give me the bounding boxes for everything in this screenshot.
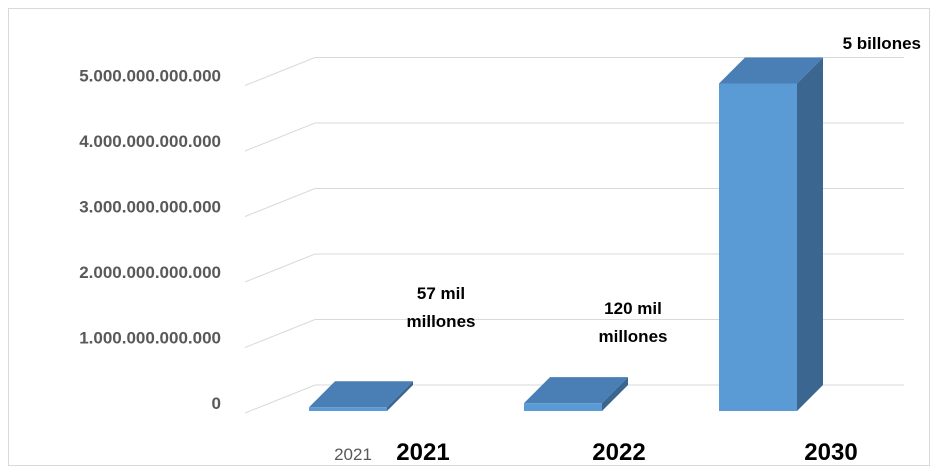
bar-front (309, 407, 387, 411)
data-label: millones (599, 327, 668, 346)
gridline (244, 188, 904, 217)
data-label: 57 mil (417, 284, 465, 303)
data-label: 5 billones (843, 34, 921, 53)
data-label: 120 mil (604, 299, 662, 318)
bars (309, 57, 823, 411)
bar-top (719, 57, 823, 84)
bar-2021 (309, 381, 413, 411)
bar-side (602, 377, 628, 411)
gridline (244, 57, 904, 86)
gridline (244, 253, 904, 283)
bar-side (797, 57, 823, 411)
y-tick-label: 1.000.000.000.000 (79, 329, 221, 348)
x-category-label: 2030 (804, 439, 857, 466)
bar-2030 (719, 57, 823, 411)
data-label: millones (407, 312, 476, 331)
bar-front (719, 83, 797, 411)
y-tick-label: 2.000.000.000.000 (79, 263, 221, 282)
y-tick-label: 3.000.000.000.000 (79, 198, 221, 217)
gridline (244, 319, 904, 348)
bar-front (524, 403, 602, 411)
x-category-label: 2021 (396, 439, 449, 466)
x-category-label: 2022 (592, 439, 645, 466)
gridlines (244, 57, 904, 414)
data-labels: 57 mil millones 120 mil millones 5 billones (407, 34, 921, 346)
bar-2022 (524, 377, 628, 411)
x-axis-category-labels: 2021 2022 2030 2021 (334, 439, 858, 466)
chart-svg: 0 1.000.000.000.000 2.000.000.000.000 3.000… (79, 34, 921, 466)
gridline (244, 384, 904, 414)
bar-top (309, 381, 413, 408)
y-axis-tick-labels: 0 1.000.000.000.000 2.000.000.000.000 3.000… (79, 67, 221, 414)
chart-frame: 0 1.000.000.000.000 2.000.000.000.000 3.000… (8, 8, 930, 466)
bar-top (524, 377, 628, 404)
y-tick-label: 5.000.000.000.000 (79, 67, 221, 86)
y-tick-label: 4.000.000.000.000 (79, 132, 221, 151)
y-tick-label: 0 (212, 394, 221, 413)
x-category-label-small: 2021 (334, 445, 372, 464)
bar-side (387, 381, 413, 411)
gridline (244, 122, 904, 152)
